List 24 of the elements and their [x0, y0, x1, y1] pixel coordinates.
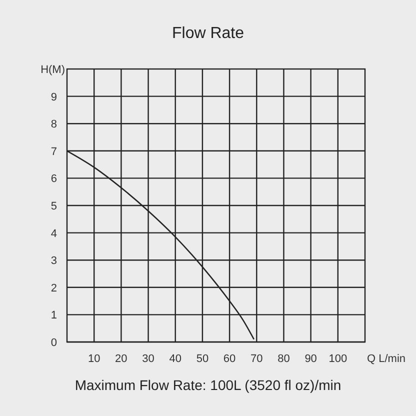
y-tick-label: 0 — [50, 337, 57, 349]
y-tick-label: 1 — [50, 310, 57, 322]
y-tick-label: 8 — [50, 118, 57, 131]
y-tick-label: 2 — [50, 282, 57, 294]
y-tick-label: 7 — [50, 146, 57, 158]
x-tick-label: 70 — [250, 353, 263, 365]
x-tick-label: 40 — [169, 353, 182, 365]
y-tick-label: 6 — [50, 173, 57, 186]
x-tick-label: 10 — [88, 353, 100, 365]
x-tick-label: 90 — [304, 353, 317, 365]
y-tick-label: 4 — [50, 228, 57, 240]
y-tick-label: 3 — [50, 255, 57, 268]
chart-title: Flow Rate — [172, 25, 244, 42]
x-tick-label: 100 — [328, 353, 348, 365]
x-tick-label: 30 — [142, 353, 154, 365]
x-tick-label: 50 — [196, 353, 209, 365]
x-tick-label: 60 — [223, 353, 236, 365]
y-tick-label: 9 — [50, 91, 57, 104]
x-tick-label: 20 — [115, 353, 128, 365]
y-axis-title: H(M) — [40, 64, 65, 76]
y-tick-label: 5 — [50, 200, 57, 212]
text: Maximum Flow Rate: 100L (3520 fl oz)/min — [74, 377, 342, 393]
x-tick-label: 80 — [278, 353, 290, 365]
x-axis-title: Q L/min — [367, 353, 406, 365]
